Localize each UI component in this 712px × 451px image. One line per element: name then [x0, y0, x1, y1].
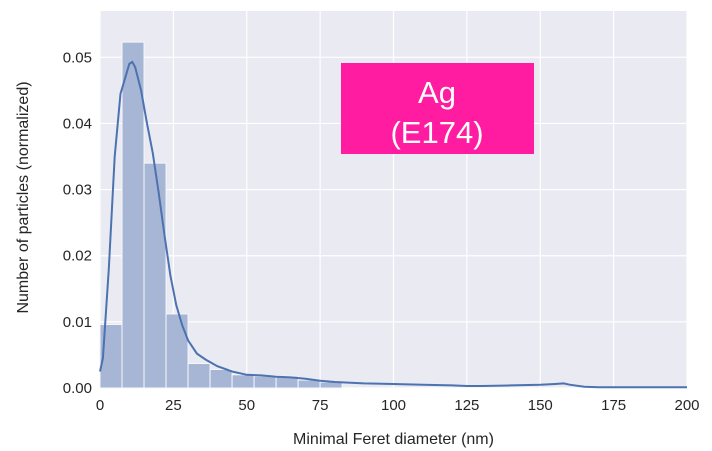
histogram-bar: [231, 374, 255, 389]
x-tick-label: 150: [528, 397, 553, 414]
y-axis-label: Number of particles (normalized): [15, 81, 32, 313]
kde-curve: [99, 60, 687, 389]
y-tick-label: 0.04: [63, 115, 92, 132]
y-tick-label: 0.03: [63, 182, 92, 199]
y-axis-ticks: 0.00 0.01 0.02 0.03 0.04 0.05: [63, 49, 92, 397]
sample-annotation: Ag (E174): [341, 63, 534, 154]
y-tick-label: 0.02: [63, 248, 92, 265]
y-tick-label: 0.00: [63, 380, 92, 397]
x-tick-label: 0: [96, 397, 104, 414]
x-tick-label: 50: [238, 397, 255, 414]
x-axis-label: Minimal Feret diameter (nm): [293, 431, 494, 448]
y-tick-label: 0.05: [63, 49, 92, 66]
histogram-bars: [99, 41, 343, 389]
x-tick-label: 200: [674, 397, 699, 414]
x-tick-label: 175: [601, 397, 626, 414]
histogram-bar: [143, 162, 167, 389]
x-axis-ticks: 0 25 50 75 100 125 150 175 200: [96, 397, 700, 414]
annotation-line-2: (E174): [390, 115, 483, 150]
annotation-box: [341, 63, 534, 154]
y-tick-label: 0.01: [63, 314, 92, 331]
histogram-bar: [187, 363, 211, 389]
x-tick-label: 75: [312, 397, 329, 414]
histogram-bar: [165, 313, 189, 389]
x-tick-label: 100: [381, 397, 406, 414]
histogram-bar: [253, 375, 277, 389]
x-tick-label: 25: [165, 397, 182, 414]
annotation-line-1: Ag: [418, 75, 456, 110]
histogram-bar: [209, 368, 233, 389]
x-tick-label: 125: [454, 397, 479, 414]
